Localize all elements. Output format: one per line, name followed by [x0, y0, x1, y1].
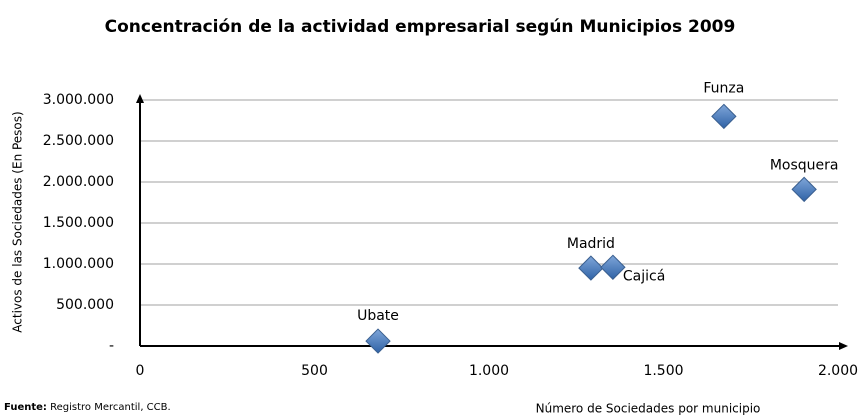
point-label: Madrid: [567, 236, 615, 252]
point: [711, 103, 737, 130]
source-label: Fuente:: [4, 402, 47, 413]
source-text: Registro Mercantil, CCB.: [50, 402, 171, 413]
x-axis-label: Número de Sociedades por municipio: [536, 402, 761, 416]
point-label: Ubate: [357, 308, 399, 324]
y-tick-label: 1.000.000: [43, 256, 114, 272]
y-tick-label: 1.500.000: [43, 215, 114, 231]
x-tick-label: 1.500: [643, 363, 683, 379]
y-tick-label: -: [109, 338, 114, 354]
x-axis-arrow: [839, 342, 848, 350]
y-axis-arrow: [136, 94, 144, 103]
point-label: Funza: [703, 80, 744, 96]
point-label: Mosquera: [770, 157, 839, 173]
source-note: Fuente: Registro Mercantil, CCB.: [4, 402, 171, 413]
x-tick-label: 1.000: [469, 363, 509, 379]
chart-title: Concentración de la actividad empresaria…: [105, 17, 736, 37]
x-tick-label: 500: [301, 363, 328, 379]
point-label: Cajicá: [623, 268, 665, 284]
y-tick-label: 2.500.000: [43, 133, 114, 149]
y-axis-label: Activos de las Sociedades (En Pesos): [11, 111, 25, 332]
y-tick-label: 3.000.000: [43, 92, 114, 108]
x-tick-label: 2.000: [818, 363, 858, 379]
point: [791, 176, 817, 203]
point: [365, 328, 391, 354]
y-tick-label: 500.000: [56, 297, 114, 313]
point: [578, 255, 604, 281]
y-tick-label: 2.000.000: [43, 174, 114, 190]
point: [600, 254, 626, 280]
x-tick-label: 0: [136, 363, 145, 379]
